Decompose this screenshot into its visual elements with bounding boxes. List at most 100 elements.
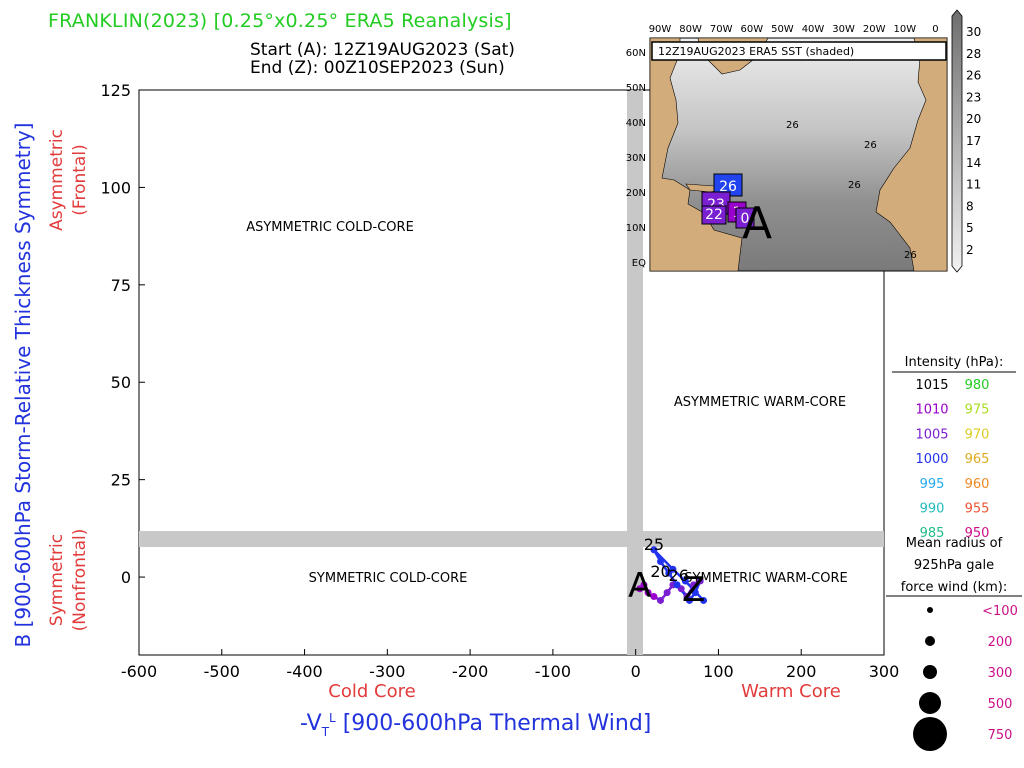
- colorbar-label: 14: [966, 156, 981, 170]
- inset-lon-label: 10W: [893, 24, 916, 35]
- radius-label: 200: [988, 635, 1013, 650]
- track-point: [657, 557, 664, 565]
- inset-start-marker: A: [742, 198, 772, 249]
- track-label: A: [628, 566, 651, 606]
- y-frontal-label: (Frontal): [70, 144, 90, 215]
- radius-circle: [913, 717, 947, 751]
- intensity-value: 960: [965, 477, 990, 492]
- inset-lat-label: 20N: [626, 188, 646, 199]
- inset-lon-label: 20W: [863, 24, 886, 35]
- radius-title-3: force wind (km):: [901, 580, 1007, 595]
- x-axis-label: -VTL [900-600hPa Thermal Wind]: [300, 711, 651, 739]
- colorbar-label: 20: [966, 112, 981, 126]
- inset-lon-label: 40W: [802, 24, 825, 35]
- quadrant-asym-cold: ASYMMETRIC COLD-CORE: [246, 220, 414, 235]
- inset-lat-labels: 60N 50N 40N 30N 20N 10N EQ: [626, 48, 646, 269]
- x-warm-label: Warm Core: [741, 681, 841, 702]
- track-point: [696, 577, 704, 585]
- inset-track-box: [701, 205, 727, 225]
- x-tick-label: -500: [204, 662, 240, 681]
- track-point: [691, 589, 699, 597]
- x-tick-label: 200: [786, 662, 817, 681]
- y-ticks: 125 100 75 50 25 0: [100, 81, 145, 587]
- radius-label: 500: [988, 697, 1013, 712]
- radius-title-2: 925hPa gale: [914, 558, 994, 573]
- x-tick-label: -600: [121, 662, 157, 681]
- radius-label: <100: [982, 604, 1018, 619]
- inset-colorbar: 30 28 26 23 20 17 14 11 8 5 2: [951, 9, 981, 273]
- x-tick-label: 0: [631, 662, 641, 681]
- inset-lon-labels: 90W 80W 70W 60W 50W 40W 30W 20W 10W 0: [649, 24, 939, 35]
- inset-land-europe-africa: [875, 37, 948, 272]
- start-time: Start (A): 12Z19AUG2023 (Sat): [250, 40, 515, 60]
- y-tick-label: 125: [100, 81, 131, 100]
- y-tick-label: 50: [111, 373, 131, 392]
- inset-track-label: 22: [705, 207, 723, 223]
- track-point: [685, 596, 693, 604]
- y-tick-label: 25: [111, 471, 131, 490]
- radius-scale: <100 200 300 500 750: [913, 604, 1018, 751]
- y-sym-label: Symmetric: [47, 534, 67, 626]
- track-point: [644, 589, 652, 597]
- x-ticks: -600 -500 -400 -300 -200 -100 0 100 200 300: [121, 649, 899, 681]
- track-point: [663, 589, 671, 597]
- y-axis-label: B [900-600hPa Storm-Relative Thickness S…: [11, 123, 35, 648]
- inset-contour-label: 26: [864, 140, 877, 151]
- track-label: 26: [669, 566, 689, 585]
- y-nonfrontal-label: (Nonfrontal): [70, 529, 90, 632]
- colorbar-label: 23: [966, 90, 981, 104]
- intensity-value: 975: [965, 403, 990, 418]
- inset-track-box: [735, 207, 755, 229]
- intensity-scale: 1015 980 1010 975 1005 970 1000 965 995 960 990 955…: [915, 378, 989, 541]
- y-tick-label: 75: [111, 276, 131, 295]
- inset-lon-label: 50W: [771, 24, 794, 35]
- zero-v-band: [627, 90, 643, 655]
- inset-contour-label: 26: [786, 120, 799, 131]
- x-tick-label: 100: [703, 662, 734, 681]
- inset-map: 90W 80W 70W 60W 50W 40W 30W 20W 10W 0 60N 50N 40N 30…: [626, 9, 981, 273]
- inset-caption: 12Z19AUG2023 ERA5 SST (shaded): [658, 45, 854, 58]
- inset-lat-label: 50N: [626, 83, 646, 94]
- track-point: [681, 577, 689, 585]
- chart-title: FRANKLIN(2023) [0.25°x0.25° ERA5 Reanaly…: [48, 10, 512, 32]
- radius-label: 750: [988, 728, 1013, 743]
- y-asym-label: Asymmetric: [47, 129, 67, 231]
- radius-circle: [919, 692, 941, 714]
- intensity-value: 995: [920, 477, 945, 492]
- track-point: [650, 546, 658, 554]
- radius-circle: [923, 665, 937, 679]
- track-point: [650, 593, 658, 601]
- inset-contour-label: 26: [904, 250, 917, 261]
- colorbar-label: 28: [966, 47, 981, 61]
- colorbar-label: 2: [966, 243, 974, 257]
- inset-land-americas: [649, 37, 743, 272]
- quadrant-sym-warm: SYMMETRIC WARM-CORE: [684, 571, 847, 586]
- track-point: [640, 581, 648, 589]
- intensity-value: 1015: [915, 378, 948, 393]
- y-tick-label: 100: [100, 178, 131, 197]
- quadrant-asym-warm: ASYMMETRIC WARM-CORE: [674, 395, 846, 410]
- inset-contour-labels: 26 26 26 26: [786, 120, 917, 261]
- track-label: 20: [650, 562, 670, 581]
- radius-title-1: Mean radius of: [906, 536, 1003, 551]
- colorbar-label: 5: [966, 221, 974, 235]
- inset-track: 26232210: [701, 173, 755, 229]
- radius-label: 300: [988, 666, 1013, 681]
- colorbar-label: 17: [966, 134, 981, 148]
- inset-lat-label: 30N: [626, 153, 646, 164]
- radius-circle: [927, 607, 933, 613]
- inset-lon-label: 90W: [649, 24, 672, 35]
- track-point: [669, 565, 677, 573]
- inset-lon-label: 30W: [832, 24, 855, 35]
- zero-b-band: [139, 531, 884, 547]
- intensity-value: 1000: [915, 452, 948, 467]
- x-tick-label: 300: [869, 662, 900, 681]
- colorbar-label: 11: [966, 178, 981, 192]
- inset-lon-label: 70W: [710, 24, 733, 35]
- radius-circle: [925, 636, 935, 646]
- inset-lat-label: 10N: [626, 223, 646, 234]
- x-tick-label: -100: [535, 662, 571, 681]
- inset-track-label: 26: [719, 179, 737, 195]
